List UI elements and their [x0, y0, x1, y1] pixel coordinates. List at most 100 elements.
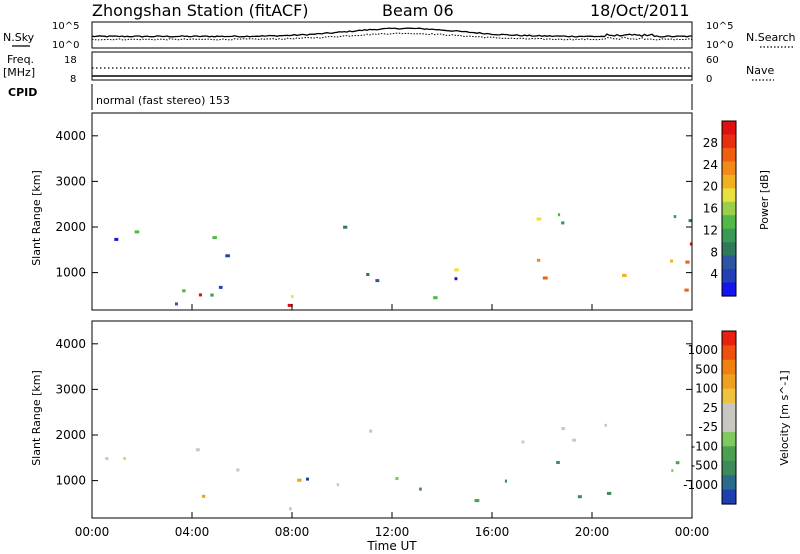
x-tick-label: 20:00 — [575, 525, 610, 539]
power-colorbar: 28 24 20 16 12 8 4 — [703, 120, 737, 297]
noise-right-tick-top: 10^5 — [706, 21, 733, 32]
velocity-colorbar-label: Velocity [m s^-1] — [778, 370, 791, 465]
colorbar-segment — [722, 331, 736, 346]
heatmap-cell — [689, 242, 692, 246]
colorbar-tick-label: 28 — [703, 136, 718, 150]
colorbar-tick-label: -1000 — [683, 478, 718, 492]
colorbar-tick-label: 4 — [710, 267, 718, 281]
heatmap-cell — [297, 478, 302, 482]
heatmap-cell — [343, 225, 348, 229]
y-tick-label: 1000 — [55, 474, 86, 488]
heatmap-cell — [225, 254, 230, 258]
colorbar-segment — [722, 201, 736, 216]
y-tick-label: 3000 — [55, 174, 86, 188]
noise-sky-line — [91, 27, 692, 38]
heatmap-cell — [198, 293, 202, 297]
colorbar-segment — [722, 403, 736, 419]
colorbar-segment — [722, 489, 736, 505]
frequency-panel: Freq. [MHz] 18 8 60 0 Nave CPID — [3, 51, 774, 99]
heatmap-cell — [454, 277, 458, 281]
colorbar-segment — [722, 388, 736, 404]
heatmap-cell — [202, 494, 206, 498]
heatmap-cell — [366, 273, 370, 276]
colorbar-tick-label: -500 — [691, 459, 718, 473]
y-tick-label: 2000 — [55, 220, 86, 234]
x-tick-label: 00:00 — [675, 525, 710, 539]
heatmap-cell — [675, 461, 680, 465]
x-axis: 00:00 04:00 08:00 12:00 16:00 20:00 00:00 — [75, 304, 710, 539]
heatmap-cell — [291, 295, 294, 299]
power-panel: 4000 3000 2000 1000 Slant Range [km] 28 24 20… — [30, 112, 771, 311]
colorbar-frame — [721, 120, 737, 297]
heatmap-cell — [454, 268, 459, 272]
colorbar-tick-label: 24 — [703, 158, 718, 172]
colorbar-segment — [722, 255, 736, 270]
colorbar-tick-label: 12 — [703, 223, 718, 237]
y-tick-label: 2000 — [55, 428, 86, 442]
freq-label-1: Freq. — [7, 53, 34, 66]
colorbar-tick-label: 8 — [710, 245, 718, 259]
colorbar-tick-label: 16 — [703, 202, 718, 216]
y-tick-label: 3000 — [55, 382, 86, 396]
heatmap-cell — [561, 221, 565, 225]
x-tick-label: 16:00 — [475, 525, 510, 539]
heatmap-cell — [195, 448, 200, 452]
heatmap-cell — [685, 260, 690, 264]
velocity-ylabel: Slant Range [km] — [30, 370, 43, 466]
colorbar-segment — [722, 475, 736, 491]
y-tick-label: 1000 — [55, 266, 86, 280]
colorbar-tick-label: -100 — [691, 439, 718, 453]
heatmap-cell — [336, 483, 340, 487]
heatmap-cell — [395, 477, 399, 480]
n-search-label: N.Search — [746, 31, 796, 44]
n-sky-label: N.Sky — [3, 31, 35, 44]
y-tick-label: 4000 — [55, 129, 86, 143]
heatmap-cell — [536, 258, 541, 262]
colorbar-segment — [722, 374, 736, 390]
heatmap-cell — [474, 499, 480, 503]
colorbar-tick-label: 500 — [695, 362, 718, 376]
cpid-label: CPID — [8, 86, 37, 99]
colorbar-segment — [722, 460, 736, 476]
heatmap-cell — [218, 285, 223, 289]
colorbar-segment — [722, 446, 736, 462]
colorbar-segment — [722, 174, 736, 189]
freq-left-tick-bottom: 8 — [70, 74, 76, 85]
beam-label: Beam 06 — [382, 1, 454, 20]
date-label: 18/Oct/2011 — [590, 1, 690, 20]
heatmap-cell — [306, 477, 309, 481]
colorbar-tick-label: 1000 — [687, 343, 718, 357]
heatmap-cell — [175, 302, 178, 306]
heatmap-cell — [236, 468, 240, 472]
colorbar-tick-label: 100 — [695, 382, 718, 396]
colorbar-segment — [722, 161, 736, 176]
colorbar-tick-label: 25 — [703, 401, 718, 415]
station-title: Zhongshan Station (fitACF) — [92, 1, 309, 20]
heatmap-cell — [688, 219, 693, 223]
heatmap-cell — [369, 429, 373, 433]
heatmap-cell — [673, 215, 677, 219]
heatmap-cell — [670, 259, 673, 263]
heatmap-cell — [114, 237, 119, 241]
heatmap-cell — [375, 279, 380, 283]
mode-text: normal (fast stereo) 153 — [96, 94, 230, 107]
x-tick-label: 00:00 — [75, 525, 110, 539]
heatmap-cell — [123, 457, 126, 460]
noise-right-tick-bottom: 10^0 — [706, 40, 733, 51]
power-ylabel: Slant Range [km] — [30, 170, 43, 266]
x-axis-label: Time UT — [366, 539, 417, 553]
colorbar-segment — [722, 121, 736, 136]
heatmap-cell — [287, 303, 293, 307]
freq-label-2: [MHz] — [3, 66, 35, 79]
colorbar-segment — [722, 242, 736, 257]
velocity-panel: 4000 3000 2000 1000 Slant Range [km] 1000 50… — [30, 320, 791, 519]
colorbar-segment — [722, 345, 736, 361]
heatmap-cell — [134, 230, 140, 234]
heatmap-cell — [561, 427, 565, 431]
colorbar-frame — [721, 330, 737, 505]
heatmap-cell — [542, 276, 548, 280]
x-tick-label: 12:00 — [375, 525, 410, 539]
colorbar-segment — [722, 228, 736, 243]
heatmap-cell — [521, 440, 525, 444]
colorbar-tick-label: -25 — [698, 420, 718, 434]
